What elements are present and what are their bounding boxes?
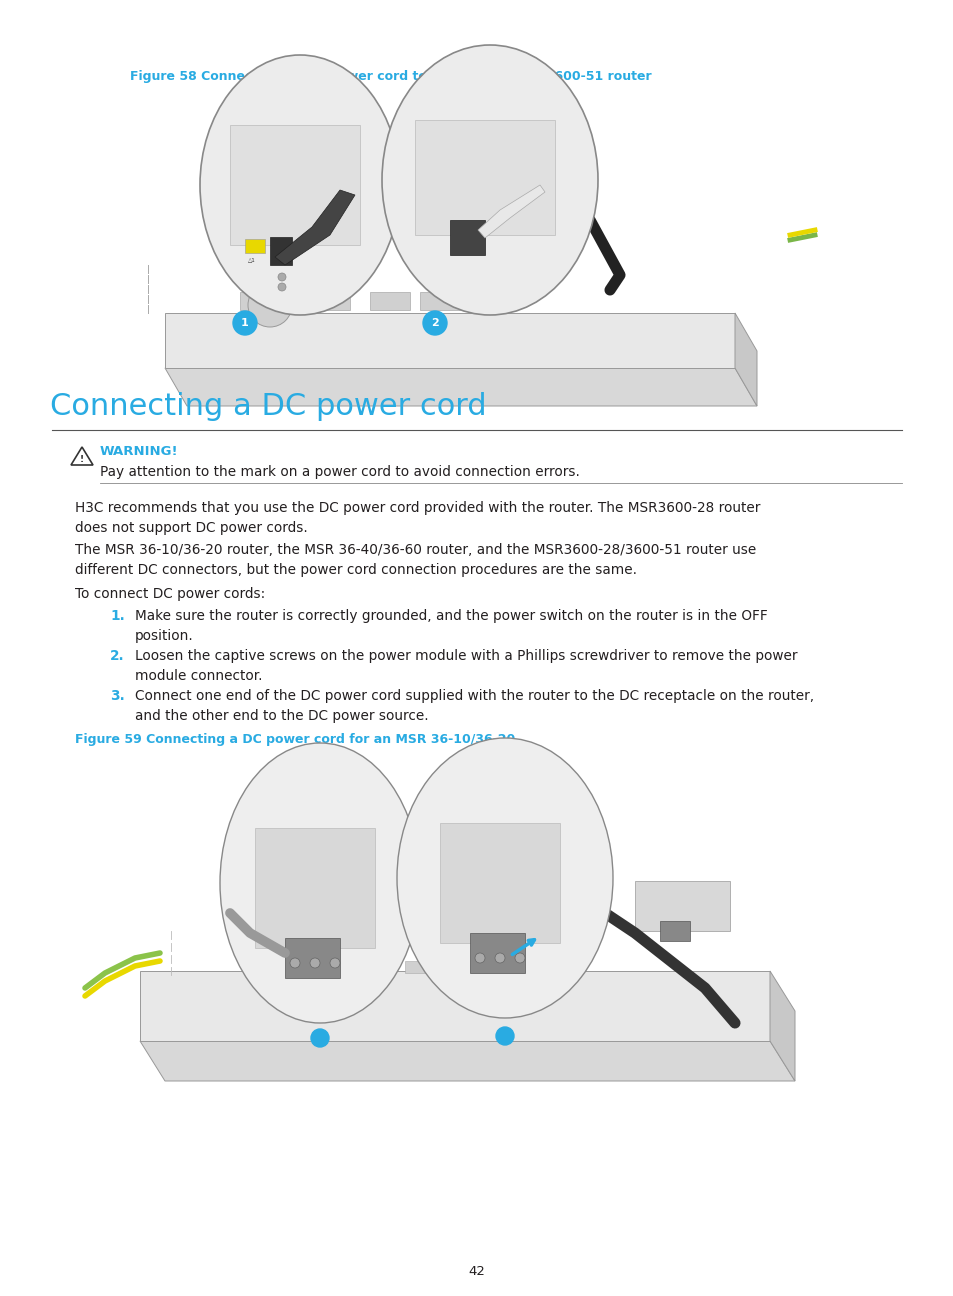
- Ellipse shape: [381, 45, 598, 315]
- Bar: [245, 238, 265, 253]
- Circle shape: [277, 283, 286, 292]
- Text: 1.: 1.: [110, 609, 125, 623]
- Circle shape: [330, 958, 339, 968]
- Text: The MSR 36-10/36-20 router, the MSR 36-40/36-60 router, and the MSR3600-28/3600-: The MSR 36-10/36-20 router, the MSR 36-4…: [75, 543, 756, 577]
- Polygon shape: [140, 971, 769, 1041]
- Bar: [464, 962, 499, 973]
- Polygon shape: [769, 971, 794, 1081]
- Text: 3.: 3.: [110, 689, 125, 702]
- Bar: [270, 237, 292, 264]
- Bar: [254, 828, 375, 947]
- Bar: [635, 881, 729, 931]
- Bar: [265, 962, 299, 973]
- Polygon shape: [734, 314, 757, 406]
- Text: 2.: 2.: [110, 649, 125, 664]
- Bar: [405, 962, 439, 973]
- Text: WARNING!: WARNING!: [100, 445, 178, 457]
- Text: Figure 59 Connecting a DC power cord for an MSR 36-10/36-20: Figure 59 Connecting a DC power cord for…: [75, 734, 515, 746]
- Circle shape: [475, 953, 484, 963]
- Text: Loosen the captive screws on the power module with a Phillips screwdriver to rem: Loosen the captive screws on the power m…: [135, 649, 797, 683]
- Circle shape: [422, 311, 447, 334]
- Bar: [524, 962, 559, 973]
- Ellipse shape: [396, 737, 613, 1017]
- Text: Connect one end of the DC power cord supplied with the router to the DC receptac: Connect one end of the DC power cord sup…: [135, 689, 813, 723]
- Bar: [370, 292, 410, 310]
- Ellipse shape: [200, 54, 399, 315]
- Text: Connecting a DC power cord: Connecting a DC power cord: [50, 391, 486, 421]
- Ellipse shape: [220, 743, 419, 1023]
- Text: 42: 42: [468, 1265, 485, 1278]
- Polygon shape: [165, 368, 757, 406]
- Bar: [335, 962, 370, 973]
- Bar: [285, 938, 339, 978]
- Bar: [450, 220, 484, 255]
- Text: △1: △1: [248, 258, 255, 263]
- Bar: [470, 933, 524, 973]
- Circle shape: [515, 953, 524, 963]
- Circle shape: [277, 273, 286, 281]
- Circle shape: [495, 953, 504, 963]
- Bar: [230, 124, 359, 245]
- Bar: [415, 121, 555, 235]
- Circle shape: [310, 958, 319, 968]
- Polygon shape: [140, 1041, 794, 1081]
- Bar: [659, 921, 689, 941]
- Bar: [439, 823, 559, 943]
- Bar: [310, 292, 350, 310]
- Circle shape: [233, 311, 256, 334]
- Text: 2: 2: [431, 318, 438, 328]
- Polygon shape: [71, 447, 92, 465]
- Polygon shape: [477, 185, 544, 238]
- Text: Make sure the router is correctly grounded, and the power switch on the router i: Make sure the router is correctly ground…: [135, 609, 767, 643]
- Bar: [419, 292, 459, 310]
- Polygon shape: [274, 191, 355, 264]
- Circle shape: [496, 1026, 514, 1045]
- Circle shape: [311, 1029, 329, 1047]
- Circle shape: [290, 958, 299, 968]
- Circle shape: [248, 283, 292, 327]
- Text: 1: 1: [241, 318, 249, 328]
- Text: Pay attention to the mark on a power cord to avoid connection errors.: Pay attention to the mark on a power cor…: [100, 465, 579, 480]
- Text: !: !: [80, 455, 84, 464]
- Text: To connect DC power cords:: To connect DC power cords:: [75, 587, 265, 601]
- Polygon shape: [165, 314, 734, 368]
- Text: Figure 58 Connecting an AC power cord to an MSR3600-28/3600-51 router: Figure 58 Connecting an AC power cord to…: [130, 70, 651, 83]
- Bar: [240, 292, 280, 310]
- Text: H3C recommends that you use the DC power cord provided with the router. The MSR3: H3C recommends that you use the DC power…: [75, 502, 760, 535]
